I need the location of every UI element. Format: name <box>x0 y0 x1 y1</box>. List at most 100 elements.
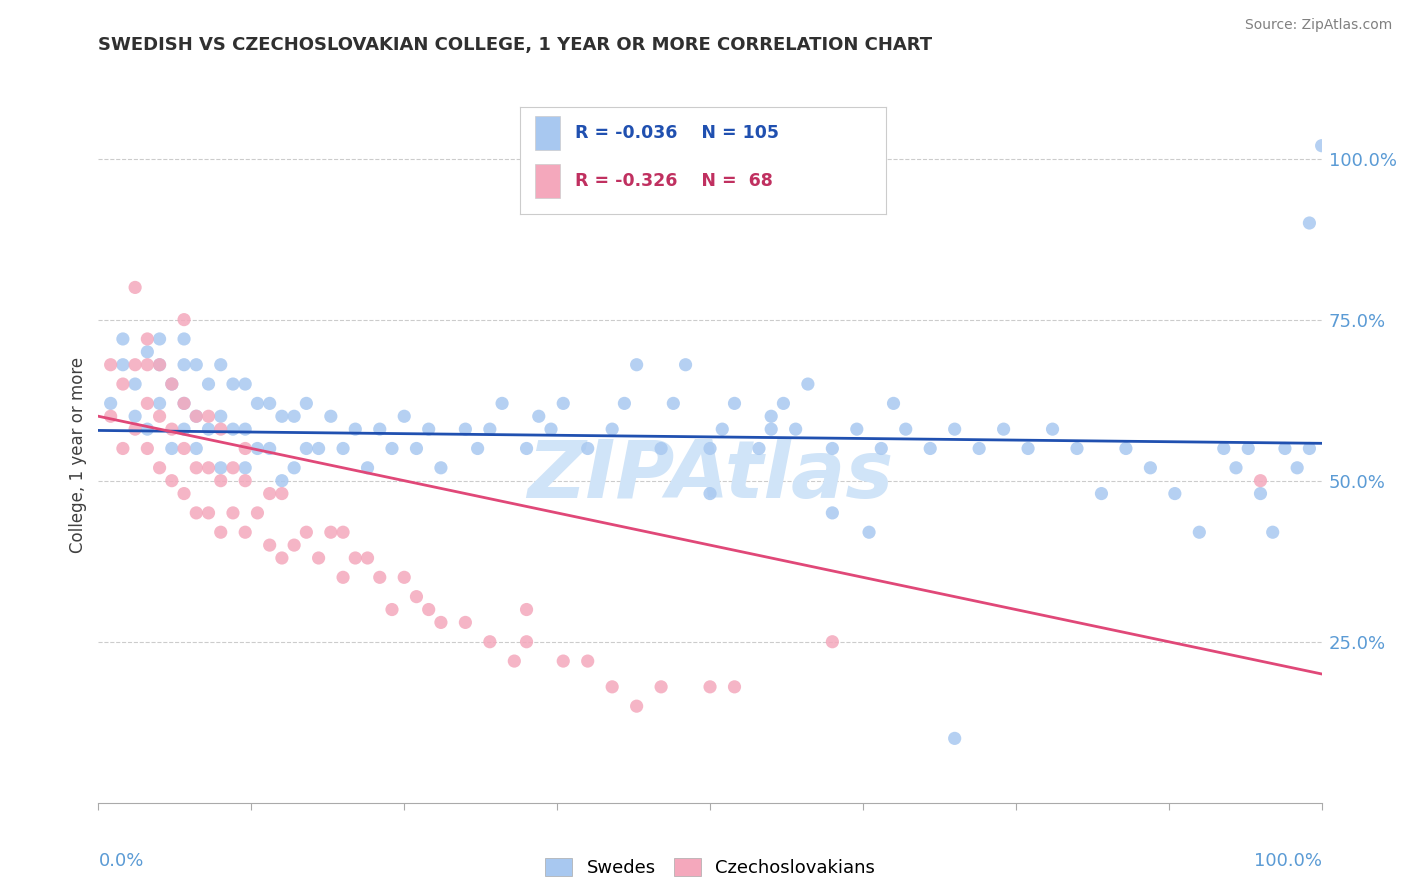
Text: R = -0.326    N =  68: R = -0.326 N = 68 <box>575 172 773 190</box>
Point <box>527 409 550 424</box>
Point <box>967 442 990 456</box>
Point <box>723 680 745 694</box>
Point <box>943 731 966 746</box>
Point <box>149 332 172 346</box>
Point <box>186 506 208 520</box>
Point <box>173 312 195 326</box>
Point <box>283 460 305 475</box>
Point <box>478 422 501 436</box>
Point <box>233 442 256 456</box>
Point <box>111 442 134 456</box>
Point <box>1139 460 1161 475</box>
Point <box>111 377 134 392</box>
Point <box>149 409 172 424</box>
Point <box>405 590 427 604</box>
Point <box>149 460 172 475</box>
Point <box>467 442 489 456</box>
Point <box>270 409 294 424</box>
Point <box>111 358 134 372</box>
Point <box>392 570 416 584</box>
Point <box>1249 486 1271 500</box>
Point <box>381 442 404 456</box>
Point <box>136 422 159 436</box>
Point <box>821 506 844 520</box>
Point <box>613 396 636 410</box>
Point <box>761 422 783 436</box>
Point <box>1286 460 1309 475</box>
Point <box>894 422 917 436</box>
Point <box>1066 442 1088 456</box>
Point <box>209 422 232 436</box>
Point <box>1237 442 1260 456</box>
Point <box>197 506 219 520</box>
Point <box>197 409 219 424</box>
Point <box>381 602 404 616</box>
Point <box>1298 216 1320 230</box>
Point <box>209 460 232 475</box>
Point <box>160 422 183 436</box>
Point <box>246 442 269 456</box>
Point <box>821 634 844 648</box>
Point <box>136 442 159 456</box>
Point <box>600 422 623 436</box>
Point <box>186 358 208 372</box>
Point <box>295 525 318 540</box>
Point <box>197 460 219 475</box>
Point <box>1164 486 1187 500</box>
Point <box>515 442 537 456</box>
Text: SWEDISH VS CZECHOSLOVAKIAN COLLEGE, 1 YEAR OR MORE CORRELATION CHART: SWEDISH VS CZECHOSLOVAKIAN COLLEGE, 1 YE… <box>98 36 932 54</box>
Point <box>124 377 146 392</box>
Text: Source: ZipAtlas.com: Source: ZipAtlas.com <box>1244 18 1392 32</box>
Point <box>418 602 440 616</box>
Point <box>699 486 721 500</box>
Point <box>344 551 367 566</box>
Point <box>662 396 685 410</box>
Point <box>233 422 256 436</box>
Point <box>356 551 378 566</box>
Text: ZIPAtlas: ZIPAtlas <box>527 437 893 515</box>
Text: 0.0%: 0.0% <box>98 852 143 870</box>
FancyBboxPatch shape <box>534 164 561 198</box>
Point <box>209 525 232 540</box>
Point <box>160 377 183 392</box>
Point <box>553 396 575 410</box>
Point <box>136 344 159 359</box>
Point <box>222 422 245 436</box>
Point <box>246 506 269 520</box>
Point <box>600 680 623 694</box>
Point <box>540 422 562 436</box>
Point <box>392 409 416 424</box>
Point <box>821 442 844 456</box>
Point <box>136 396 159 410</box>
Point <box>259 442 281 456</box>
Point <box>845 422 868 436</box>
Point <box>246 396 269 410</box>
Point <box>515 634 537 648</box>
Point <box>772 396 794 410</box>
Point <box>209 409 232 424</box>
Point <box>259 396 281 410</box>
Point <box>197 422 219 436</box>
Point <box>233 377 256 392</box>
Point <box>160 377 183 392</box>
Point <box>149 396 172 410</box>
Point <box>675 358 697 372</box>
Point <box>283 538 305 552</box>
Text: 100.0%: 100.0% <box>1254 852 1322 870</box>
Point <box>1212 442 1234 456</box>
Point <box>173 486 195 500</box>
Point <box>454 615 477 630</box>
Point <box>308 551 330 566</box>
Point <box>295 442 318 456</box>
Point <box>1188 525 1211 540</box>
Point <box>650 442 672 456</box>
Point <box>295 396 318 410</box>
Point <box>993 422 1015 436</box>
Point <box>1274 442 1296 456</box>
Point <box>1261 525 1284 540</box>
Point <box>1090 486 1112 500</box>
Point <box>186 409 208 424</box>
Point <box>209 474 232 488</box>
Point <box>100 409 122 424</box>
Point <box>418 422 440 436</box>
